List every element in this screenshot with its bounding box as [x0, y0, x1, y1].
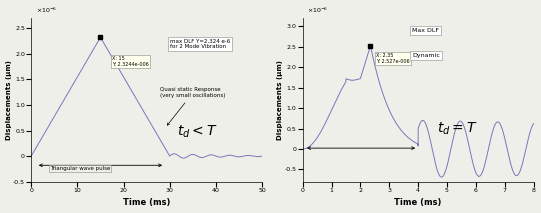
Text: $\times 10^{-6}$: $\times 10^{-6}$ [36, 6, 57, 15]
Text: $t_d = T$: $t_d = T$ [437, 121, 477, 137]
Text: $t_d < T$: $t_d < T$ [176, 124, 217, 140]
Text: Max DLF: Max DLF [412, 28, 439, 33]
Text: X: 2.35
Y: 2.527e-006: X: 2.35 Y: 2.527e-006 [376, 53, 410, 64]
Text: Dynamic: Dynamic [412, 53, 440, 58]
Y-axis label: Displacements (μm): Displacements (μm) [277, 60, 283, 140]
Text: X: 15
Y: 2.3244e-006: X: 15 Y: 2.3244e-006 [112, 56, 149, 67]
Text: Triangular wave pulse: Triangular wave pulse [50, 166, 110, 171]
X-axis label: Time (ms): Time (ms) [394, 199, 442, 207]
Text: $\times 10^{-6}$: $\times 10^{-6}$ [307, 6, 328, 15]
X-axis label: Time (ms): Time (ms) [123, 199, 170, 207]
Text: Quasi static Response
(very small oscillations): Quasi static Response (very small oscill… [161, 87, 226, 125]
Text: max DLF Y=2.324 e-6
for 2 Mode Vibration: max DLF Y=2.324 e-6 for 2 Mode Vibration [170, 39, 230, 49]
Y-axis label: Displacements (μm): Displacements (μm) [5, 60, 11, 140]
